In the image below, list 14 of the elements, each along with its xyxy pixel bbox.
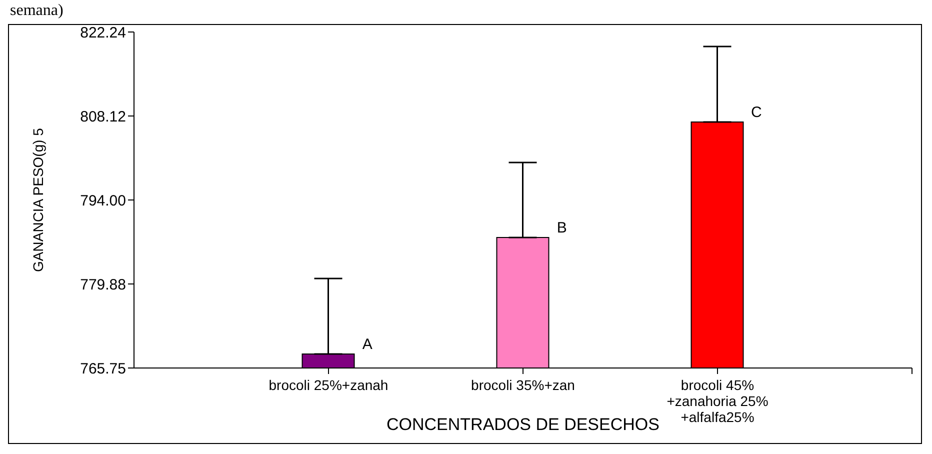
x-tick-label: brocoli 45%+zanahoria 25%+alfalfa25% — [666, 377, 768, 425]
x-axis-title: CONCENTRADOS DE DESECHOS — [386, 415, 660, 434]
y-tick-label: 765.75 — [80, 360, 126, 378]
annotation: C — [750, 104, 762, 122]
annotation: B — [556, 219, 567, 236]
annotation: A — [362, 336, 372, 354]
x-tick-label: brocoli 35%+zan — [471, 377, 575, 393]
y-tick-label: 808.12 — [80, 108, 126, 126]
y-tick-label: 822.24 — [80, 24, 126, 42]
chart-title: semana) — [10, 2, 64, 20]
y-tick-label: 794.00 — [80, 192, 126, 210]
x-tick-label: brocoli 25%+zanah — [268, 377, 388, 393]
y-axis-title: GANANCIA PESO(g) 5 — [30, 128, 46, 272]
y-tick-label: 779.88 — [80, 276, 126, 294]
